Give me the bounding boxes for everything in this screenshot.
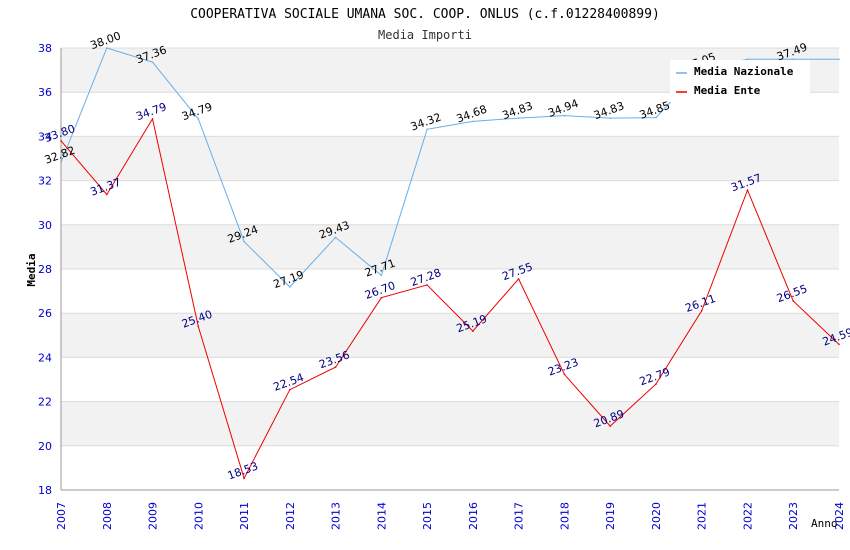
- x-tick-label: 2016: [467, 502, 480, 530]
- data-point: [105, 193, 108, 196]
- data-label: 34.79: [134, 100, 168, 123]
- x-tick-label: 2020: [650, 502, 663, 530]
- data-point: [380, 274, 383, 277]
- x-tick-label: 2007: [55, 502, 68, 530]
- data-label: 34.68: [455, 103, 489, 126]
- data-label: 34.32: [409, 111, 443, 134]
- data-point: [746, 189, 749, 191]
- data-label: 18.53: [226, 460, 260, 483]
- x-tick-labels: 2007 2008 2009 2010 2011 2012 2013 2014 2015 2016…: [55, 502, 846, 530]
- x-tick-label: 2015: [421, 502, 434, 530]
- y-tick-label: 30: [38, 219, 52, 232]
- x-tick-label: 2019: [604, 502, 617, 530]
- y-tick-label: 38: [38, 42, 52, 55]
- y-tick-label: 36: [38, 86, 52, 99]
- data-point: [472, 330, 474, 332]
- band: [61, 224, 839, 269]
- x-tick-label: 2010: [192, 502, 205, 530]
- legend-label-media-ente: Media Ente: [694, 84, 761, 97]
- data-point: [151, 118, 154, 120]
- x-axis-label: Anno: [811, 517, 838, 530]
- data-point: [426, 284, 428, 286]
- y-tick-label: 18: [38, 484, 52, 497]
- x-tick-label: 2013: [330, 502, 343, 530]
- data-label: 26.11: [683, 292, 717, 315]
- data-label: 23.23: [546, 356, 580, 379]
- data-point: [655, 116, 657, 119]
- data-point: [380, 296, 383, 299]
- x-tick-label: 2024: [833, 502, 846, 530]
- x-tick-label: 2009: [147, 502, 160, 530]
- data-point: [792, 58, 795, 61]
- y-axis-label: Media: [25, 253, 38, 286]
- y-tick-label: 24: [38, 351, 52, 364]
- data-point: [151, 61, 154, 63]
- y-tick-labels: 18 20 22 24 26 28 30 32 34 36 38: [38, 42, 52, 497]
- data-label: 22.54: [272, 371, 306, 394]
- x-tick-label: 2018: [558, 502, 571, 530]
- x-tick-label: 2008: [101, 502, 114, 530]
- data-point: [792, 300, 795, 302]
- data-label: 34.79: [180, 100, 214, 123]
- data-point: [563, 114, 566, 117]
- data-label: 34.85: [638, 99, 672, 122]
- data-point: [60, 140, 62, 142]
- background-bands: [61, 48, 839, 446]
- chart-title: COOPERATIVA SOCIALE UMANA SOC. COOP. ONL…: [190, 7, 660, 22]
- legend: Media Nazionale Media Ente: [670, 60, 810, 102]
- data-point: [700, 309, 703, 312]
- y-tick-label: 34: [38, 130, 52, 143]
- gridlines: [61, 47, 839, 491]
- y-tick-label: 28: [38, 263, 52, 276]
- x-tick-label: 2017: [513, 502, 526, 530]
- data-point: [472, 120, 474, 123]
- x-tick-label: 2021: [696, 502, 709, 530]
- band: [61, 401, 839, 446]
- data-point: [243, 477, 245, 480]
- data-point: [517, 278, 520, 280]
- x-tick-label: 2022: [741, 502, 754, 530]
- data-point: [289, 286, 291, 288]
- data-point: [609, 117, 611, 119]
- data-label: 26.70: [363, 279, 397, 302]
- data-point: [60, 161, 62, 164]
- data-point: [197, 325, 200, 328]
- data-point: [243, 240, 245, 243]
- legend-label-media-nazionale: Media Nazionale: [694, 65, 794, 78]
- data-point: [838, 343, 840, 346]
- x-tick-label: 2023: [787, 502, 800, 530]
- band: [61, 136, 839, 181]
- y-tick-label: 20: [38, 440, 52, 453]
- y-tick-label: 32: [38, 175, 52, 188]
- y-tick-label: 26: [38, 307, 52, 320]
- data-point: [426, 128, 428, 131]
- series-line-media-ente: [60, 117, 840, 480]
- data-label: 27.19: [272, 268, 306, 291]
- legend-box: [670, 60, 810, 102]
- x-tick-label: 2014: [375, 502, 388, 530]
- data-point: [655, 383, 657, 385]
- band: [61, 313, 839, 358]
- x-tick-label: 2012: [284, 502, 297, 530]
- data-point: [197, 118, 200, 120]
- data-point: [838, 58, 840, 61]
- data-point: [563, 373, 566, 376]
- data-label: 34.83: [500, 99, 534, 122]
- axes: [60, 48, 839, 491]
- data-point: [609, 425, 611, 427]
- data-label: 26.55: [775, 282, 809, 305]
- x-tick-label: 2011: [238, 502, 251, 530]
- data-point: [334, 366, 337, 368]
- data-label: 34.83: [592, 99, 626, 122]
- data-point: [334, 236, 337, 239]
- data-point: [289, 388, 291, 391]
- y-tick-label: 22: [38, 396, 52, 409]
- data-point: [517, 117, 520, 119]
- data-point: [105, 47, 108, 49]
- data-point: [746, 58, 749, 61]
- chart-subtitle: Media Importi: [378, 28, 472, 42]
